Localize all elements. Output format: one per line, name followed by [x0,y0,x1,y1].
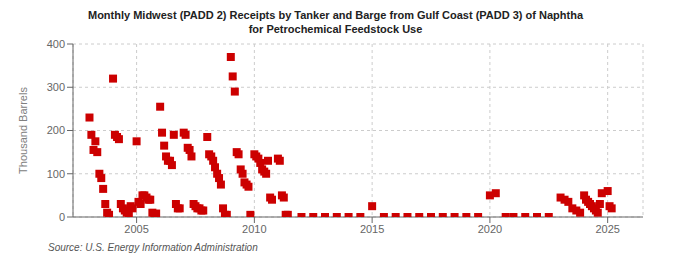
svg-text:2015: 2015 [360,223,384,235]
svg-text:400: 400 [47,38,65,50]
svg-text:0: 0 [59,211,65,223]
svg-text:2005: 2005 [124,223,148,235]
svg-text:200: 200 [47,124,65,136]
svg-text:2020: 2020 [478,223,502,235]
svg-text:2010: 2010 [242,223,266,235]
html-text:for Petrochemical Feedstock Us: for Petrochemical Feedstock Use [248,23,423,35]
html-text:Source: U.S. Energy Informatio: Source: U.S. Energy Information Administ… [48,242,258,253]
svg-text:Thousand Barrels: Thousand Barrels [17,87,29,174]
svg-text:100: 100 [47,168,65,180]
svg-text:2025: 2025 [595,223,619,235]
html-text:Monthly Midwest (PADD 2) Recei: Monthly Midwest (PADD 2) Receipts by Tan… [88,9,583,21]
svg-text:300: 300 [47,81,65,93]
